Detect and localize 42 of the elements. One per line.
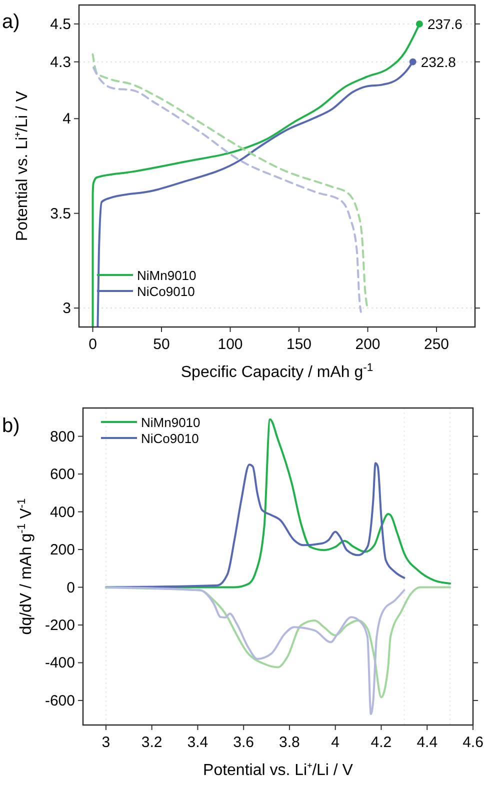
text: b)	[2, 415, 20, 437]
x-tick-label: 3	[102, 734, 110, 751]
x-tick-label: 100	[218, 336, 243, 353]
x-tick-label: 3.4	[187, 734, 208, 751]
x-tick-label: 3.8	[279, 734, 300, 751]
legend-label: NiMn9010	[141, 415, 200, 430]
y-tick-label: 400	[50, 504, 75, 521]
x-axis-title: Specific Capacity / mAh g$^{-1}$	[180, 362, 374, 381]
x-tick-label: 200	[355, 336, 380, 353]
annotation: 232.8	[420, 54, 456, 70]
line-series	[104, 462, 406, 588]
y-tick-label: 3	[62, 300, 71, 318]
legend-label: NiCo9010	[137, 284, 195, 299]
x-tick-label: 0	[88, 336, 97, 353]
y-tick-label: 200	[50, 542, 75, 559]
y-tick-label: 4	[62, 110, 71, 128]
x-tick-label: 4.4	[416, 734, 438, 751]
y-tick-label: 4.3	[50, 54, 71, 71]
y-tick-label: -600	[44, 692, 75, 710]
y-tick-label: -400	[44, 654, 75, 672]
y-tick-label: -200	[44, 616, 75, 634]
y-tick-label: 3.5	[50, 205, 71, 222]
line-series	[104, 586, 452, 698]
annotation: 237.6	[427, 16, 463, 32]
y-tick-label: 4.5	[50, 16, 71, 33]
y-tick-label: 600	[50, 466, 75, 484]
y-tick-label: 800	[50, 428, 75, 446]
x-tick-label: 4.2	[370, 734, 392, 751]
line-series	[104, 586, 406, 716]
legend-label: NiCo9010	[141, 431, 199, 446]
x-axis-title: Potential vs. Li⁺/Li / V	[203, 762, 354, 779]
x-tick-label: 150	[286, 336, 312, 353]
x-tick-label: 250	[424, 336, 450, 353]
legend-label: NiMn9010	[137, 268, 196, 283]
y-tick-label: 0	[66, 579, 75, 596]
text: a)	[2, 11, 20, 33]
x-tick-label: 4	[331, 734, 340, 751]
x-tick-label: 50	[153, 336, 170, 353]
x-tick-label: 3.6	[233, 734, 254, 751]
x-tick-label: 4.6	[462, 734, 484, 751]
x-tick-label: 3.2	[141, 734, 162, 751]
y-axis-title: Potential vs. Li⁺/Li / V	[14, 90, 31, 241]
